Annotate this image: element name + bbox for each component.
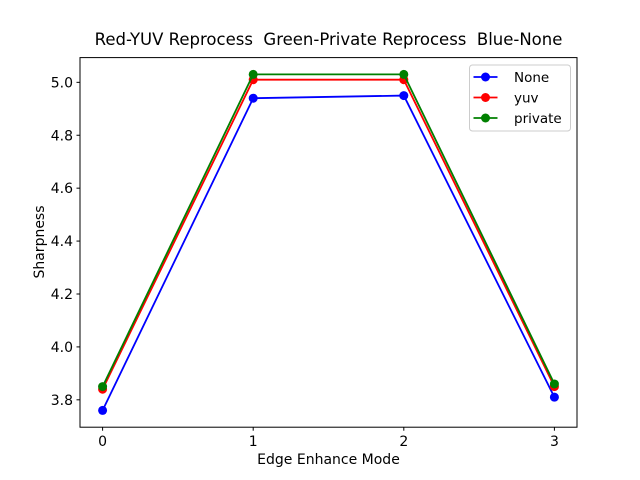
series-line-None (101, 94, 556, 411)
y-tick-label: 4.4 (51, 234, 73, 250)
legend-label: None (514, 70, 549, 86)
x-tick-label: 3 (550, 434, 559, 450)
x-axis-label: Edge Enhance Mode (257, 452, 400, 468)
x-tick-label: 1 (249, 434, 258, 450)
x-tick-label: 0 (98, 434, 107, 450)
legend-marker-sample (481, 113, 490, 123)
series-line-yuv (101, 78, 556, 390)
series-line-private (101, 73, 556, 387)
y-tick-label: 4.8 (51, 128, 73, 144)
data-point-marker-private (248, 69, 258, 79)
data-point-marker-private (549, 379, 559, 389)
y-axis-label: Sharpness (32, 205, 48, 279)
data-point-marker-private (399, 69, 409, 79)
y-tick-label: 4.6 (51, 181, 73, 197)
legend-marker-sample (481, 93, 490, 102)
data-point-marker-None (248, 93, 258, 103)
legend-box (469, 64, 571, 132)
axes-spines (79, 57, 578, 428)
x-tick-label: 2 (399, 434, 408, 450)
data-point-marker-private (98, 382, 108, 392)
y-tick-label: 4.2 (51, 287, 73, 303)
y-tick-label: 4.0 (51, 340, 73, 356)
legend-marker-sample (481, 72, 490, 82)
y-tick-label: 3.8 (51, 393, 73, 409)
data-point-marker-None (98, 405, 108, 415)
chart-title: Red-YUV Reprocess Green-Private Reproces… (94, 30, 563, 49)
legend-label: yuv (514, 90, 539, 106)
y-tick-label: 5.0 (51, 75, 73, 91)
data-point-marker-None (549, 392, 559, 402)
data-point-marker-None (399, 91, 409, 101)
legend-label: private (514, 111, 562, 127)
